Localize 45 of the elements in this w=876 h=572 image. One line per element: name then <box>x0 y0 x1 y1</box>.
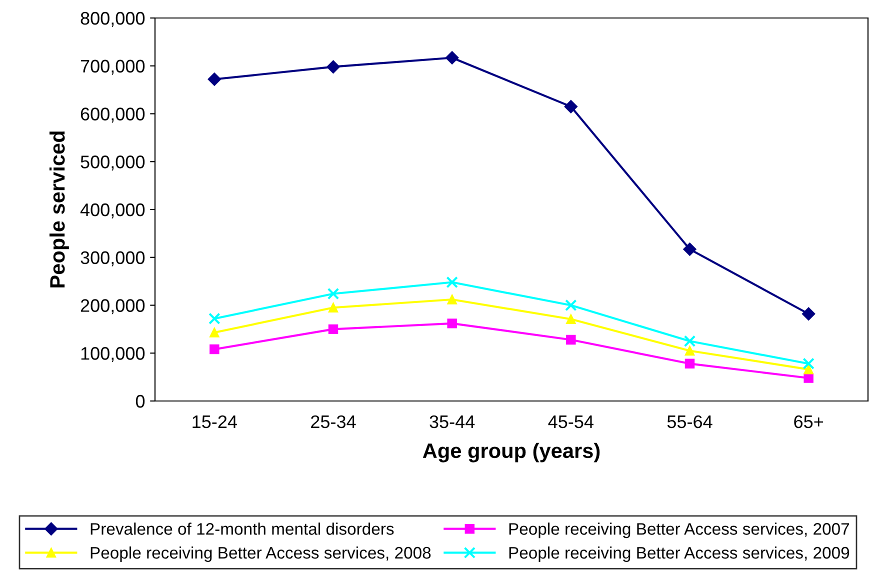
point <box>328 302 338 313</box>
x-tick-label: 65+ <box>794 415 824 428</box>
legend-label: People receiving Better Access services, 2008 <box>90 546 431 562</box>
point <box>210 344 220 354</box>
x-tick-label: 45-54 <box>548 416 594 428</box>
y-tick-label: 300,000 <box>80 251 145 266</box>
point <box>446 276 458 288</box>
point <box>327 288 340 300</box>
point <box>684 335 696 348</box>
legend-label: People receiving Better Access services, 2009 <box>509 546 850 562</box>
x-axis-title: Age group (years) <box>422 442 600 462</box>
legend-label: People receiving Better Access services, 2007 <box>509 522 850 538</box>
point <box>447 294 457 304</box>
point <box>328 324 338 334</box>
point <box>566 314 576 324</box>
point <box>326 60 340 74</box>
point <box>210 328 220 338</box>
point <box>804 364 814 374</box>
x-tick-label: 25-34 <box>311 415 356 428</box>
x-tick-label: 55-64 <box>667 415 712 428</box>
y-tick-label: 200,000 <box>80 299 145 314</box>
y-tick-label: 0 <box>136 394 145 408</box>
point <box>564 100 578 114</box>
point <box>208 72 222 86</box>
point <box>445 51 459 64</box>
point <box>802 307 816 320</box>
y-tick-label: 600,000 <box>80 108 145 123</box>
y-tick-label: 500,000 <box>80 156 145 170</box>
y-tick-label: 800,000 <box>80 12 145 27</box>
x-tick-label: 35-44 <box>430 415 475 428</box>
y-tick-label: 700,000 <box>80 60 145 75</box>
point <box>566 334 576 345</box>
x-tick-label: 15-24 <box>192 415 237 428</box>
y-tick-label: 100,000 <box>81 347 145 362</box>
point <box>683 242 696 256</box>
point <box>802 358 814 370</box>
point <box>684 346 695 356</box>
point <box>208 312 220 325</box>
legend-label: Prevalence of 12-month mental disorders <box>90 522 394 535</box>
point <box>565 299 577 312</box>
point <box>447 318 457 328</box>
y-tick-label: 400,000 <box>80 203 145 218</box>
y-axis-title: People serviced <box>49 132 69 288</box>
point <box>684 358 695 369</box>
point <box>804 373 814 383</box>
